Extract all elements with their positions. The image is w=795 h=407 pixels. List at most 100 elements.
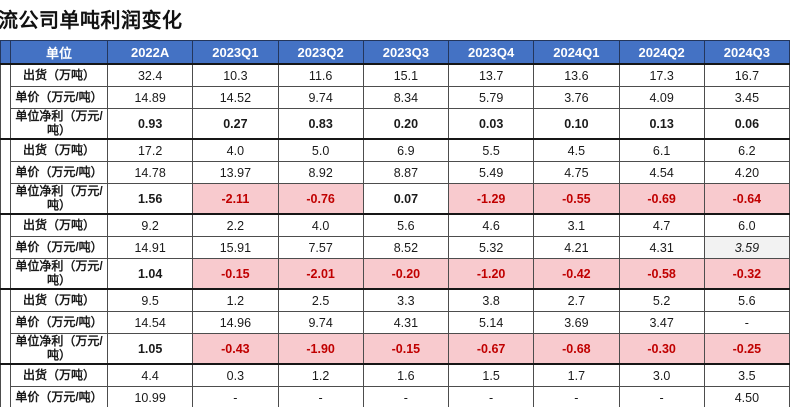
table-cell: 14.54 — [106, 311, 194, 334]
row-label: 出货（万吨） — [10, 363, 108, 387]
table-cell: 1.7 — [533, 363, 620, 387]
table-cell: 1.6 — [362, 363, 450, 387]
row-label: 单位净利（万元/吨） — [10, 183, 108, 215]
table-cell: -0.69 — [618, 183, 705, 215]
table-cell: 6.0 — [703, 213, 791, 237]
table-cell: 4.31 — [618, 236, 705, 259]
table-cell: - — [618, 386, 705, 407]
table-cell: 4.6 — [447, 213, 535, 237]
table-row: 出货（万吨） 4.4 0.3 1.2 1.6 1.5 1.7 3.0 3.5 — [0, 363, 791, 407]
company-stub-cell — [0, 363, 11, 407]
table-row: 出货（万吨） 9.2 2.2 4.0 5.6 4.6 3.1 4.7 6.0 — [0, 213, 791, 290]
table-cell: 4.21 — [533, 236, 620, 259]
period-column-header: 2023Q2 — [277, 40, 364, 65]
row-label: 单价（万元/吨） — [10, 236, 108, 259]
table-cell: 13.6 — [533, 63, 620, 87]
table-row: 单位净利（万元/吨） 1.05 -0.43 -1.90 -0.15 -0.67 -0.68-… — [1, 333, 791, 365]
table-cell: -2.01 — [277, 258, 364, 290]
table-cell: - — [277, 386, 364, 407]
table-cell: 2.2 — [192, 213, 279, 237]
table-cell: 4.0 — [192, 138, 279, 162]
table-cell: 4.09 — [618, 86, 705, 109]
table-cell: 17.2 — [106, 138, 194, 162]
header-stub-cell — [0, 40, 11, 65]
table-cell: 1.56 — [106, 183, 194, 215]
table-cell: 2.5 — [277, 288, 364, 312]
table-cell: 4.50 — [703, 386, 791, 407]
table-cell: -0.55 — [533, 183, 620, 215]
table-cell: 0.93 — [106, 108, 194, 140]
table-cell: 15.1 — [362, 63, 450, 87]
table-cell: 13.97 — [192, 161, 279, 184]
table-cell: 11.6 — [277, 63, 364, 87]
table-cell: 0.13 — [618, 108, 705, 140]
table-cell: 3.59 — [703, 236, 791, 259]
table-cell: 14.91 — [106, 236, 194, 259]
table-row: 单价（万元/吨） 10.99- - - - - -4.50 — [1, 386, 791, 407]
table-cell: 8.52 — [362, 236, 450, 259]
table-cell: 6.9 — [362, 138, 450, 162]
table-row: 单价（万元/吨） 14.78 13.97 8.92 8.87 5.49 4.75 4.54 4.… — [1, 161, 791, 184]
table-cell: 4.20 — [703, 161, 791, 184]
table-cell: 14.96 — [192, 311, 279, 334]
unit-column-header: 单位 — [10, 40, 108, 65]
table-cell: 32.4 — [106, 63, 194, 87]
profit-table: 单位 2022A 2023Q1 2023Q2 2023Q3 2023Q4 2024Q1 202… — [0, 40, 791, 407]
table-cell: - — [703, 311, 791, 334]
table-row: 单位净利（万元/吨） 1.56 -2.11 -0.76 0.07 -1.29 -0.55 -0… — [1, 183, 791, 215]
table-cell: 3.5 — [703, 363, 791, 387]
period-column-header: 2023Q4 — [447, 40, 535, 65]
table-cell: 3.69 — [533, 311, 620, 334]
table-cell: 7.57 — [277, 236, 364, 259]
table-cell: 5.14 — [447, 311, 535, 334]
table-cell: 13.7 — [447, 63, 535, 87]
company-stub-cell — [0, 213, 11, 290]
table-row: 出货（万吨） 9.5 1.2 2.5 3.3 3.8 2.7 5.2 5.6 — [0, 288, 791, 365]
table-cell: 3.47 — [618, 311, 705, 334]
table-cell: - — [533, 386, 620, 407]
table-cell: 4.31 — [362, 311, 450, 334]
table-cell: 4.5 — [533, 138, 620, 162]
period-column-header: 2024Q1 — [533, 40, 620, 65]
table-cell: -0.68 — [533, 333, 620, 365]
row-label: 单位净利（万元/吨） — [10, 333, 108, 365]
table-row: 出货（万吨） 32.4 10.3 11.6 15.1 13.7 13.6 17.3 16.7 — [0, 63, 791, 140]
table-cell: 1.5 — [447, 363, 535, 387]
table-cell: 5.0 — [277, 138, 364, 162]
table-cell: 0.20 — [362, 108, 450, 140]
table-cell: 6.1 — [618, 138, 705, 162]
table-cell: 15.91 — [192, 236, 279, 259]
table-row: 单位净利（万元/吨） 1.04 -0.15 -2.01 -0.20 -1.20 -0.42-… — [1, 258, 791, 290]
table-cell: 3.3 — [362, 288, 450, 312]
table-cell: 3.0 — [618, 363, 705, 387]
table-cell: -1.90 — [277, 333, 364, 365]
table-cell: - — [447, 386, 535, 407]
table-cell: - — [192, 386, 279, 407]
company-stub-cell — [0, 138, 11, 215]
table-cell: 0.3 — [192, 363, 279, 387]
table-cell: 2.7 — [533, 288, 620, 312]
table-cell: 0.27 — [192, 108, 279, 140]
company-stub-cell — [0, 63, 11, 140]
period-column-header: 2023Q1 — [192, 40, 279, 65]
table-cell: 3.76 — [533, 86, 620, 109]
table-cell: 16.7 — [703, 63, 791, 87]
table-cell: 4.7 — [618, 213, 705, 237]
table-cell: 9.5 — [106, 288, 194, 312]
table-cell: -0.42 — [533, 258, 620, 290]
table-body: 出货（万吨） 32.4 10.3 11.6 15.1 13.7 13.6 17.3 16.7 单价… — [0, 63, 791, 407]
table-header: 单位 2022A 2023Q1 2023Q2 2023Q3 2023Q4 2024Q1 202… — [0, 40, 791, 65]
table-cell: -1.20 — [447, 258, 535, 290]
table-cell: 1.2 — [277, 363, 364, 387]
table-cell: 4.4 — [106, 363, 194, 387]
table-cell: 5.2 — [618, 288, 705, 312]
table-cell: 0.03 — [447, 108, 535, 140]
table-cell: -0.30 — [618, 333, 705, 365]
row-label: 单价（万元/吨） — [10, 386, 108, 407]
row-label: 单价（万元/吨） — [10, 161, 108, 184]
table-row: 单价（万元/吨） 14.91 15.91 7.57 8.52 5.32 4.21 4.31 3.… — [1, 236, 791, 259]
table-cell: -0.25 — [703, 333, 791, 365]
table-cell: - — [362, 386, 450, 407]
table-cell: 14.78 — [106, 161, 194, 184]
table-cell: 9.74 — [277, 86, 364, 109]
